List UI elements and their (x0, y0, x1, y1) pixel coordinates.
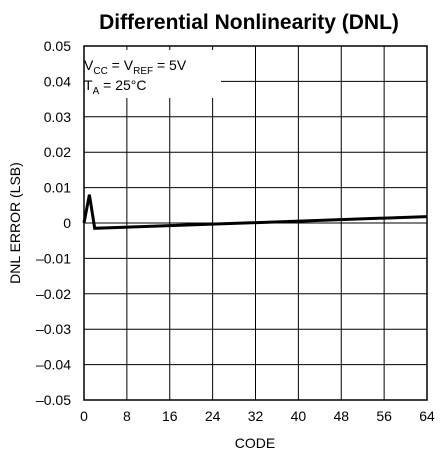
y-tick-label: 0 (63, 215, 71, 231)
x-tick-label: 56 (376, 408, 392, 424)
y-tick-label: 0.01 (44, 180, 71, 196)
x-tick-labels: 0 8 16 24 32 40 48 56 64 (80, 408, 435, 424)
y-tick-label: –0.02 (36, 286, 71, 302)
y-tick-labels: 0.05 0.04 0.03 0.02 0.01 0 –0.01 –0.02 –0.03 –0.0… (36, 38, 71, 408)
conditions-annotation: VCC = VREF = 5V TA = 25°C (79, 50, 221, 98)
x-tick-label: 32 (248, 408, 264, 424)
x-tick-label: 0 (80, 408, 88, 424)
grid (84, 46, 427, 400)
y-axis-label: DNL ERROR (LSB) (7, 162, 23, 284)
x-tick-label: 24 (205, 408, 221, 424)
series-group (82, 194, 428, 230)
y-tick-label: –0.03 (36, 321, 71, 337)
y-tick-label: 0.02 (44, 144, 71, 160)
y-tick-label: 0.03 (44, 109, 71, 125)
y-tick-label: –0.05 (36, 392, 71, 408)
annotation-line-1: VCC = VREF = 5V (84, 57, 187, 77)
y-tick-label: 0.04 (44, 73, 71, 89)
dnl-series-line (82, 194, 428, 230)
y-tick-label: –0.01 (36, 250, 71, 266)
x-axis-label: CODE (235, 435, 275, 451)
chart-title: Differential Nonlinearity (DNL) (99, 11, 399, 34)
annotation-background (79, 50, 221, 98)
y-tick-label: 0.05 (44, 38, 71, 54)
x-tick-label: 64 (419, 408, 435, 424)
x-tick-label: 40 (291, 408, 307, 424)
x-tick-label: 16 (162, 408, 178, 424)
x-tick-label: 8 (123, 408, 131, 424)
x-tick-label: 48 (333, 408, 349, 424)
y-tick-label: –0.04 (36, 357, 71, 373)
annotation-line-2: TA = 25°C (84, 77, 146, 97)
